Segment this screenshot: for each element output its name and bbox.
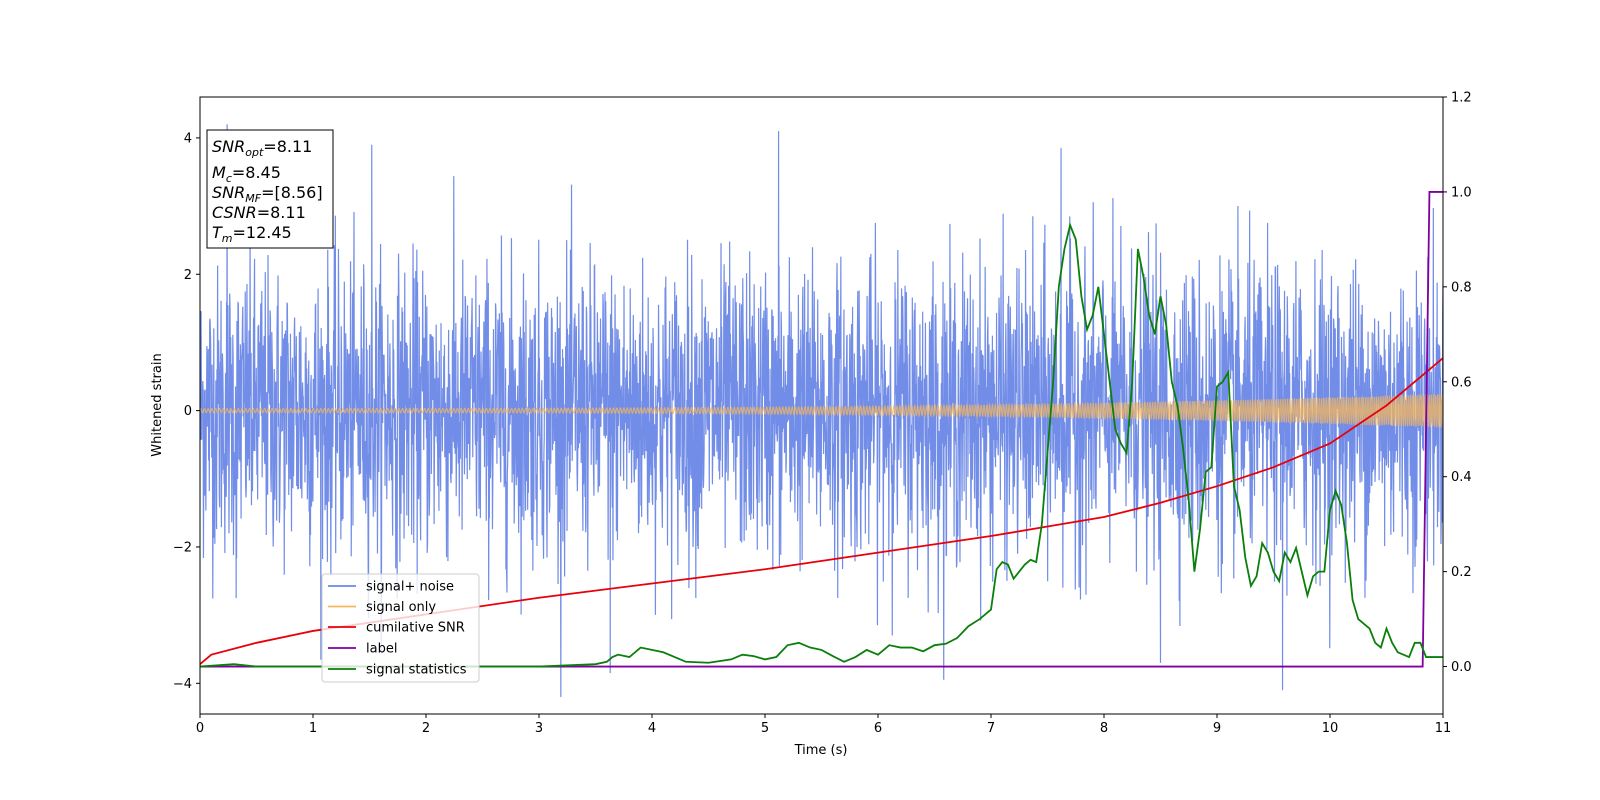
y-tick-label: −2 bbox=[173, 540, 192, 555]
y2-tick-label: 1.2 bbox=[1451, 91, 1472, 106]
annotation-csnr: CSNR=8.11 bbox=[212, 203, 306, 222]
x-tick-label: 1 bbox=[309, 721, 317, 736]
legend-label: label bbox=[366, 642, 397, 657]
legend-label: signal statistics bbox=[366, 663, 467, 678]
y2-tick-label: 0.8 bbox=[1451, 280, 1472, 295]
x-tick-label: 9 bbox=[1213, 721, 1221, 736]
y-tick-label: −4 bbox=[173, 677, 192, 692]
y-tick-label: 0 bbox=[184, 404, 192, 419]
x-tick-label: 8 bbox=[1100, 721, 1108, 736]
x-tick-label: 6 bbox=[874, 721, 882, 736]
series-signal-only bbox=[200, 393, 1443, 429]
y2-tick-label: 1.0 bbox=[1451, 185, 1472, 200]
x-tick-label: 4 bbox=[648, 721, 656, 736]
series-label bbox=[200, 191, 1443, 668]
plot-frame bbox=[199, 96, 1444, 715]
legend-entry: signal only bbox=[328, 600, 436, 615]
legend-label: signal only bbox=[366, 600, 436, 615]
y2-tick-label: 0.0 bbox=[1451, 660, 1472, 675]
annotation-mc: Mc=8.45 bbox=[212, 163, 281, 185]
legend-entry: signal+ noise bbox=[328, 580, 454, 595]
legend-entry: signal statistics bbox=[328, 663, 467, 678]
axes: 0 1 2 3 4 5 6 7 8 9 10 11 −4 −2 0 2 4 0.0 0.2 0.4 0.6 0.8 1.0 1… bbox=[173, 91, 1472, 737]
x-tick-label: 2 bbox=[422, 721, 430, 736]
series-signal-plus-noise bbox=[200, 124, 1443, 697]
y2-tick-label: 0.6 bbox=[1451, 375, 1472, 390]
annotation-snr-opt: SNRopt=8.11 bbox=[212, 137, 312, 159]
x-tick-label: 10 bbox=[1322, 721, 1339, 736]
plot-area bbox=[200, 124, 1443, 697]
series-cumilative-snr bbox=[200, 357, 1443, 665]
legend-label: cumilative SNR bbox=[366, 621, 465, 636]
x-tick-label: 3 bbox=[535, 721, 543, 736]
x-tick-label: 0 bbox=[196, 721, 204, 736]
legend-label: signal+ noise bbox=[366, 580, 454, 595]
x-tick-label: 11 bbox=[1435, 721, 1452, 736]
annotation-snr-mf: SNRMF=[8.56] bbox=[212, 183, 323, 205]
legend-entry: cumilative SNR bbox=[328, 621, 465, 636]
legend: signal+ noise signal only cumilative SNR… bbox=[321, 573, 480, 683]
legend-entry: label bbox=[328, 642, 397, 657]
y2-tick-label: 0.2 bbox=[1451, 565, 1472, 580]
x-tick-label: 5 bbox=[761, 721, 769, 736]
series-signal-statistics bbox=[200, 222, 1443, 668]
legend-frame bbox=[321, 573, 480, 683]
y-tick-label: 2 bbox=[184, 268, 192, 283]
x-tick-label: 7 bbox=[987, 721, 995, 736]
annotation-box: SNRopt=8.11 Mc=8.45 SNRMF=[8.56] CSNR=8.… bbox=[206, 129, 334, 249]
y2-tick-label: 0.4 bbox=[1451, 470, 1472, 485]
annotation-tm: Tm=12.45 bbox=[212, 223, 292, 245]
y-tick-label: 4 bbox=[184, 131, 192, 146]
x-axis-label: Time (s) bbox=[794, 743, 848, 758]
y-axis-label: Whitened strain bbox=[150, 353, 165, 456]
